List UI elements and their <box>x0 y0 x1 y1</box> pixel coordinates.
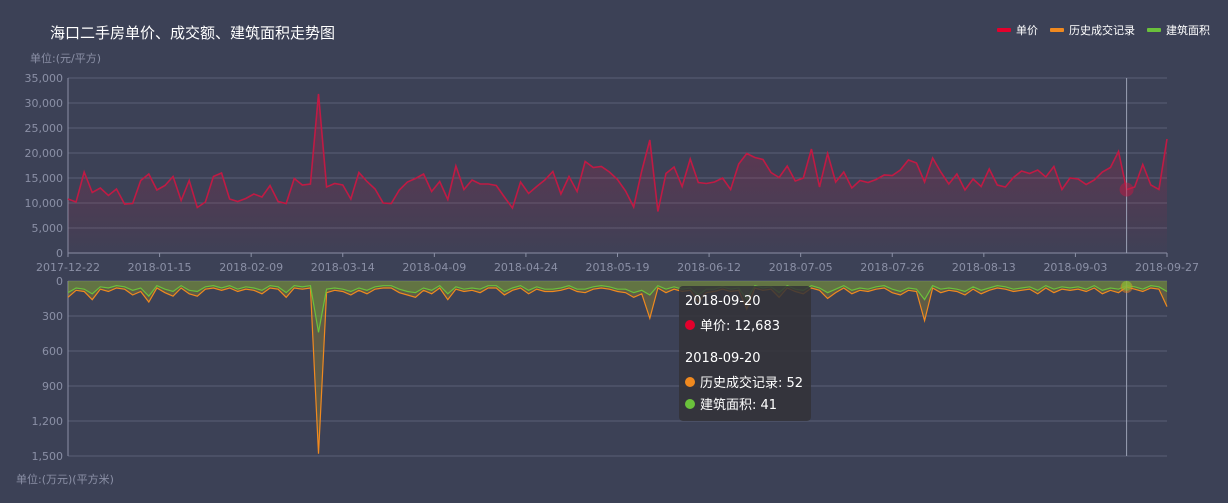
tooltip-dot-unit-price <box>685 319 695 330</box>
x-tick-label: 2018-01-15 <box>128 261 192 274</box>
series-area-area <box>68 281 1167 333</box>
legend-item-history[interactable]: 历史成交记录 <box>1050 22 1135 38</box>
legend-swatch-history <box>1050 28 1064 32</box>
tooltip-date-2: 2018-09-20 <box>685 351 761 366</box>
legend-item-area[interactable]: 建筑面积 <box>1147 22 1210 38</box>
x-tick-label: 2018-05-19 <box>586 261 650 274</box>
hover-marker-unit-price <box>1119 182 1134 197</box>
legend: 单价 历史成交记录 建筑面积 <box>997 22 1210 38</box>
tooltip: 2018-09-20 单价: 12,683 2018-09-20 历史成交记录:… <box>679 286 811 421</box>
x-tick-label: 2018-06-12 <box>677 261 741 274</box>
legend-label-history: 历史成交记录 <box>1069 24 1135 37</box>
y-tick-label-top: 5,000 <box>32 222 64 235</box>
y-tick-label-top: 35,000 <box>25 72 64 85</box>
unit-label-top: 单位:(元/平方) <box>30 52 101 65</box>
series-line-history <box>67 286 1168 454</box>
x-tick-label: 2018-09-03 <box>1043 261 1107 274</box>
tooltip-text-history: 历史成交记录: 52 <box>700 376 804 391</box>
y-tick-label-top: 25,000 <box>25 122 64 135</box>
y-tick-label-top: 15,000 <box>25 172 64 185</box>
tooltip-text-unit-price: 单价: 12,683 <box>700 319 780 334</box>
y-tick-label-bottom: 900 <box>42 380 63 393</box>
tooltip-dot-area <box>685 398 695 409</box>
legend-label-unit-price: 单价 <box>1016 24 1038 37</box>
tooltip-row-unit-price: 单价: 12,683 <box>685 315 805 334</box>
series-area-unit-price <box>68 94 1167 253</box>
series-area-history <box>68 281 1167 454</box>
tooltip-dot-history <box>685 376 695 387</box>
legend-swatch-area <box>1147 28 1161 32</box>
chart-title: 海口二手房单价、成交额、建筑面积走势图 <box>50 24 336 42</box>
x-tick-label: 2018-07-05 <box>769 261 833 274</box>
hover-marker-area <box>1121 280 1132 291</box>
x-tick-label: 2018-09-27 <box>1135 261 1199 274</box>
y-tick-label-top: 30,000 <box>25 97 64 110</box>
tooltip-text-area: 建筑面积: 41 <box>700 398 778 413</box>
unit-label-bottom: 单位:(万元)(平方米) <box>16 473 114 486</box>
y-tick-label-top: 0 <box>56 247 63 260</box>
y-tick-label-bottom: 300 <box>42 310 63 323</box>
tooltip-date-1: 2018-09-20 <box>685 294 761 309</box>
legend-swatch-unit-price <box>997 28 1011 32</box>
x-tick-label: 2017-12-22 <box>36 261 100 274</box>
y-tick-label-top: 10,000 <box>25 197 64 210</box>
x-tick-label: 2018-03-14 <box>311 261 375 274</box>
legend-item-unit-price[interactable]: 单价 <box>997 22 1038 38</box>
y-tick-label-top: 20,000 <box>25 147 64 160</box>
x-tick-label: 2018-04-09 <box>402 261 466 274</box>
x-tick-label: 2018-04-24 <box>494 261 558 274</box>
series-line-unit-price <box>67 93 1168 212</box>
tooltip-row-history: 历史成交记录: 52 <box>685 372 805 391</box>
y-tick-label-bottom: 1,200 <box>32 415 64 428</box>
x-tick-label: 2018-08-13 <box>952 261 1016 274</box>
y-tick-label-bottom: 0 <box>56 275 63 288</box>
x-tick-label: 2018-07-26 <box>860 261 924 274</box>
tooltip-row-area: 建筑面积: 41 <box>685 394 805 413</box>
legend-label-area: 建筑面积 <box>1166 24 1210 37</box>
y-tick-label-bottom: 600 <box>42 345 63 358</box>
x-tick-label: 2018-02-09 <box>219 261 283 274</box>
series-line-area <box>67 284 1168 333</box>
y-tick-label-bottom: 1,500 <box>32 450 64 463</box>
